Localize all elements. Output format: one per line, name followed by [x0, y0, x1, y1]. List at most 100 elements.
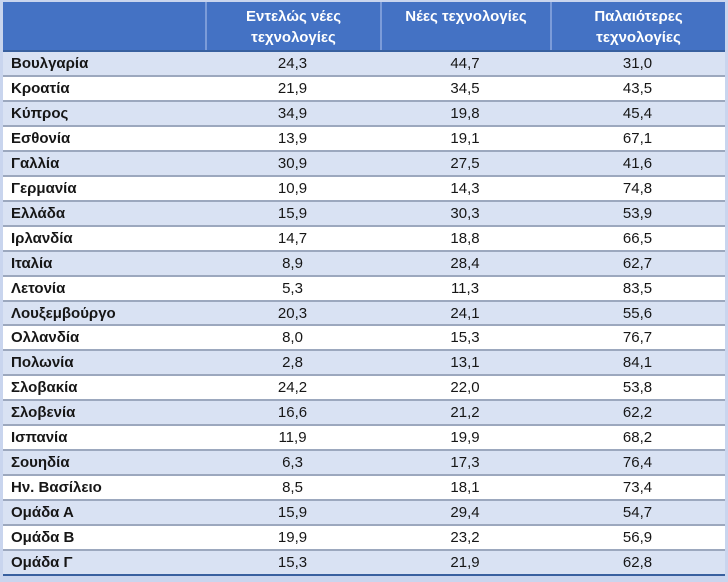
cell-value: 53,9: [622, 204, 653, 222]
cell-value: 14,3: [450, 179, 480, 197]
column-header-older-tech: Παλαιότερες τεχνολογίες: [550, 2, 725, 50]
row-label: Σλοβακία: [11, 379, 78, 397]
table-row: Σλοβακία 24,2 22,0 53,8: [3, 374, 725, 400]
cell-value: 5,3: [282, 279, 303, 297]
cell-value: 34,5: [450, 79, 480, 97]
cell-value: 30,3: [450, 204, 480, 222]
cell-value: 20,3: [277, 304, 308, 322]
table-row: Ομάδα Α 15,9 29,4 54,7: [3, 499, 725, 525]
table-row: Ιταλία 8,9 28,4 62,7: [3, 249, 725, 275]
cell-value: 10,9: [277, 179, 308, 197]
cell-value: 66,5: [622, 229, 653, 247]
cell-value: 21,9: [450, 554, 480, 572]
table-row: Ολλανδία 8,0 15,3 76,7: [3, 324, 725, 350]
table-row: Γερμανία 10,9 14,3 74,8: [3, 174, 725, 200]
cell-value: 76,7: [622, 329, 653, 347]
cell-value: 62,2: [622, 404, 653, 422]
cell-value: 8,9: [282, 254, 303, 272]
cell-value: 43,5: [622, 79, 653, 97]
cell-value: 31,0: [622, 54, 653, 72]
table-row: Ομάδα Γ 15,3 21,9 62,8: [3, 549, 725, 575]
cell-value: 19,8: [450, 104, 480, 122]
cell-value: 15,3: [450, 329, 480, 347]
cell-value: 55,6: [622, 304, 653, 322]
cell-value: 84,1: [622, 354, 653, 372]
row-label: Βουλγαρία: [11, 54, 89, 72]
cell-value: 76,4: [622, 454, 653, 472]
row-label: Ην. Βασίλειο: [11, 479, 102, 497]
cell-value: 62,7: [622, 254, 653, 272]
cell-value: 19,1: [450, 129, 480, 147]
table-row: Σουηδία 6,3 17,3 76,4: [3, 449, 725, 475]
cell-value: 27,5: [450, 154, 480, 172]
cell-value: 24,3: [277, 54, 308, 72]
cell-value: 16,6: [277, 404, 308, 422]
cell-value: 19,9: [277, 529, 308, 547]
row-label: Πολωνία: [11, 354, 74, 372]
row-label: Εσθονία: [11, 129, 71, 147]
table-row: Πολωνία 2,8 13,1 84,1: [3, 349, 725, 375]
corner-cell: [3, 2, 205, 50]
cell-value: 11,9: [278, 429, 307, 447]
cell-value: 74,8: [622, 179, 653, 197]
row-label: Σουηδία: [11, 454, 70, 472]
cell-value: 29,4: [450, 504, 480, 522]
cell-value: 24,1: [450, 304, 480, 322]
table-row: Γαλλία 30,9 27,5 41,6: [3, 149, 725, 175]
cell-value: 14,7: [277, 229, 308, 247]
cell-value: 13,1: [450, 354, 480, 372]
cell-value: 54,7: [622, 504, 653, 522]
cell-value: 21,2: [450, 404, 480, 422]
cell-value: 30,9: [277, 154, 308, 172]
cell-value: 62,8: [622, 554, 653, 572]
row-label: Ισπανία: [11, 429, 68, 447]
row-label: Ομάδα Β: [11, 529, 75, 547]
cell-value: 67,1: [622, 129, 653, 147]
table-body: Βουλγαρία 24,3 44,7 31,0 Κροατία 21,9 34…: [3, 52, 725, 576]
table-row: Ισπανία 11,9 19,9 68,2: [3, 424, 725, 450]
row-label: Γερμανία: [11, 179, 77, 197]
table-row: Κύπρος 34,9 19,8 45,4: [3, 99, 725, 125]
cell-value: 13,9: [277, 129, 308, 147]
cell-value: 17,3: [450, 454, 480, 472]
row-label: Κύπρος: [11, 104, 69, 122]
table-row: Ελλάδα 15,9 30,3 53,9: [3, 199, 725, 225]
cell-value: 2,8: [282, 354, 303, 372]
column-header-new-tech: Νέες τεχνολογίες: [380, 2, 550, 50]
cell-value: 28,4: [450, 254, 480, 272]
cell-value: 8,0: [282, 329, 303, 347]
table-header-row: Εντελώς νέες τεχνολογίες Νέες τεχνολογίε…: [3, 2, 725, 52]
cell-value: 21,9: [277, 79, 308, 97]
cell-value: 23,2: [450, 529, 480, 547]
cell-value: 18,1: [450, 479, 480, 497]
column-header-completely-new-tech: Εντελώς νέες τεχνολογίες: [205, 2, 380, 50]
cell-value: 56,9: [622, 529, 653, 547]
cell-value: 68,2: [622, 429, 653, 447]
table-row: Κροατία 21,9 34,5 43,5: [3, 74, 725, 100]
row-label: Γαλλία: [11, 154, 60, 172]
row-label: Κροατία: [11, 79, 70, 97]
row-label: Λουξεμβούργο: [11, 304, 116, 322]
table-row: Λετονία 5,3 11,3 83,5: [3, 274, 725, 300]
cell-value: 15,9: [277, 204, 308, 222]
cell-value: 19,9: [450, 429, 480, 447]
table-row: Ομάδα Β 19,9 23,2 56,9: [3, 524, 725, 550]
table-row: Ιρλανδία 14,7 18,8 66,5: [3, 224, 725, 250]
cell-value: 83,5: [622, 279, 653, 297]
cell-value: 6,3: [282, 454, 303, 472]
row-label: Ελλάδα: [11, 204, 66, 222]
cell-value: 22,0: [450, 379, 480, 397]
cell-value: 15,9: [277, 504, 308, 522]
table-row: Βουλγαρία 24,3 44,7 31,0: [3, 52, 725, 75]
cell-value: 45,4: [622, 104, 653, 122]
cell-value: 41,6: [622, 154, 653, 172]
cell-value: 34,9: [277, 104, 308, 122]
row-label: Ιταλία: [11, 254, 53, 272]
cell-value: 15,3: [277, 554, 308, 572]
cell-value: 44,7: [450, 54, 480, 72]
table-row: Λουξεμβούργο 20,3 24,1 55,6: [3, 299, 725, 325]
cell-value: 11,3: [450, 279, 480, 297]
table-row: Ην. Βασίλειο 8,5 18,1 73,4: [3, 474, 725, 500]
row-label: Ιρλανδία: [11, 229, 73, 247]
